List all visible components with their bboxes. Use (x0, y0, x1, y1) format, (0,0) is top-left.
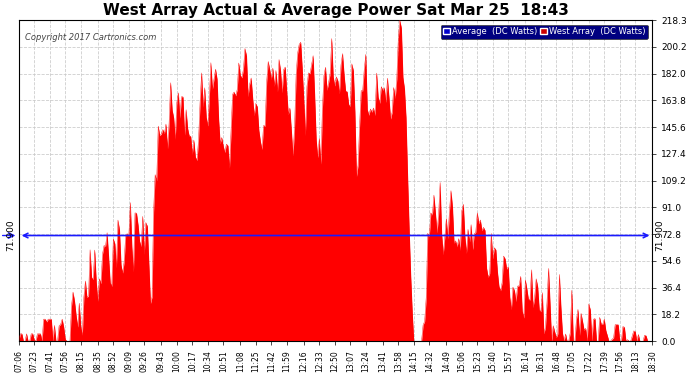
Title: West Array Actual & Average Power Sat Mar 25  18:43: West Array Actual & Average Power Sat Ma… (103, 3, 569, 18)
Text: Copyright 2017 Cartronics.com: Copyright 2017 Cartronics.com (25, 33, 157, 42)
Text: 71.900: 71.900 (656, 220, 664, 251)
Legend: Average  (DC Watts), West Array  (DC Watts): Average (DC Watts), West Array (DC Watts… (441, 24, 648, 39)
Text: 71.900: 71.900 (7, 220, 16, 251)
